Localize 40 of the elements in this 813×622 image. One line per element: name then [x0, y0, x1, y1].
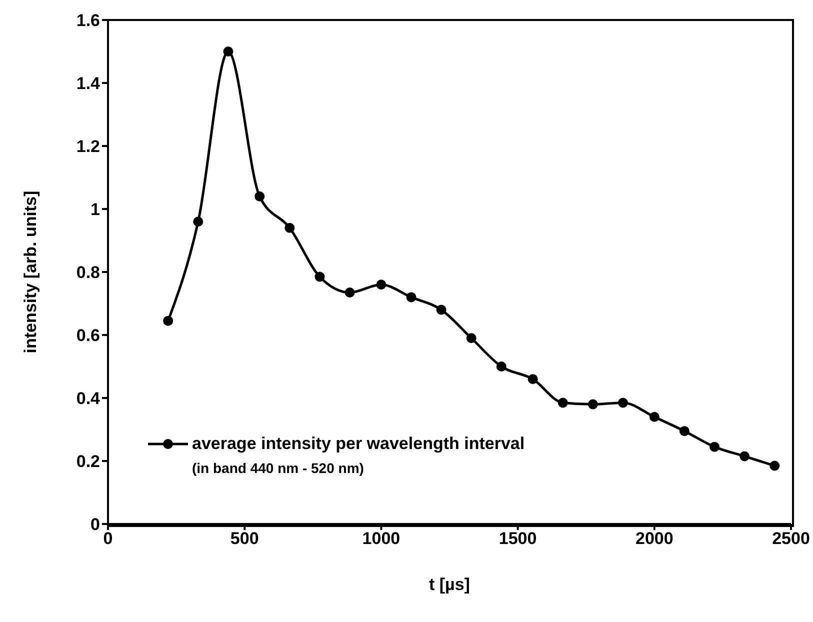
y-tick-label: 0.6: [76, 326, 100, 346]
y-tick-label: 0: [90, 515, 100, 534]
y-tick-label: 1.2: [76, 137, 100, 156]
point: [163, 316, 174, 326]
point: [466, 333, 476, 344]
point: [254, 191, 265, 202]
point: [528, 374, 538, 384]
x-tick-label: 1000: [362, 529, 400, 548]
x-axis-title: t [µs]: [429, 575, 470, 594]
point: [436, 304, 446, 315]
y-tick-label: 0.2: [76, 452, 100, 472]
x-tick-label: 2500: [772, 529, 810, 548]
point: [649, 412, 660, 422]
point: [618, 398, 628, 408]
point: [679, 426, 690, 436]
point: [770, 460, 780, 471]
x-tick-label: 500: [230, 529, 259, 548]
y-tick-label: 1.4: [76, 74, 101, 94]
point: [284, 222, 295, 233]
y-tick-label: 1: [90, 200, 100, 220]
point: [193, 216, 204, 227]
point: [496, 362, 506, 372]
point: [740, 451, 750, 462]
point: [376, 280, 386, 290]
y-tick-label: 0.4: [76, 389, 101, 408]
x-tick-label: 1500: [498, 529, 537, 548]
x-tick-label: 2000: [635, 529, 674, 548]
y-axis-title: intensity [arb. units]: [21, 190, 40, 354]
point: [344, 287, 355, 298]
annotation: (in band 440 nm - 520 nm): [192, 460, 365, 476]
y-tick-label: 1.6: [76, 11, 100, 30]
x-tick-label: 0: [103, 529, 113, 548]
point: [558, 398, 568, 408]
legend-label: average intensity per wavelength interval: [192, 434, 525, 454]
point: [314, 272, 325, 282]
point: [588, 399, 598, 410]
point: [710, 442, 720, 452]
point: [223, 46, 234, 56]
point: [406, 292, 416, 302]
y-tick-label: 0.8: [76, 263, 100, 282]
